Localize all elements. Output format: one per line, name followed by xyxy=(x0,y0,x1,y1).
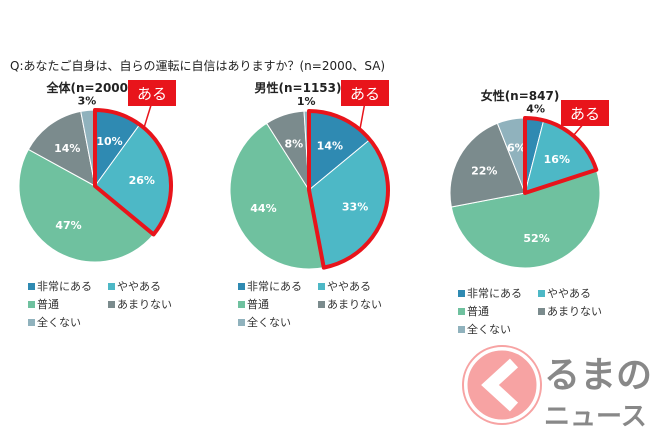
highlight-outline xyxy=(307,109,390,270)
legend-item: 非常にある xyxy=(238,278,318,294)
legend: 非常にある ややある 普通 あまりない 全くない xyxy=(238,278,398,330)
kurumano-news-logo: るまの ニュース xyxy=(462,345,650,433)
data-label: 1% xyxy=(297,95,316,108)
legend-item: あまりない xyxy=(538,303,618,319)
data-label: 14% xyxy=(54,142,80,155)
data-label: 33% xyxy=(342,201,368,214)
callout-label: ある xyxy=(350,85,380,103)
legend-item: あまりない xyxy=(318,296,398,312)
callout-box xyxy=(561,100,609,126)
callout-label: ある xyxy=(570,105,600,123)
highlight-outline xyxy=(93,108,173,237)
data-label: 14% xyxy=(317,140,343,153)
legend-item: 全くない xyxy=(238,314,318,330)
legend-item: 全くない xyxy=(28,314,108,330)
callout-box xyxy=(128,80,176,106)
legend: 非常にある ややある 普通 あまりない 全くない xyxy=(458,285,618,337)
data-label: 10% xyxy=(96,135,122,148)
data-label: 44% xyxy=(250,202,276,215)
legend-item: 非常にある xyxy=(28,278,108,294)
data-label: 3% xyxy=(78,94,97,107)
pie-title: 全体(n=2000) xyxy=(46,80,134,95)
pie-title: 男性(n=1153) xyxy=(255,80,342,95)
pie-slice-0-2 xyxy=(18,148,155,263)
pie-title: 女性(n=847) xyxy=(481,88,560,103)
svg-text:ニュース: ニュース xyxy=(544,402,647,432)
question-title: Q:あなたご自身は、自らの運転に自信はありますか？(n=2000、SA) xyxy=(10,59,386,73)
data-label: 26% xyxy=(129,174,155,187)
data-label: 6% xyxy=(507,141,526,154)
callout-box xyxy=(341,80,389,106)
data-label: 47% xyxy=(55,219,81,232)
data-label: 8% xyxy=(285,137,304,150)
data-label: 16% xyxy=(544,153,570,166)
legend-item: ややある xyxy=(108,278,188,294)
legend: 非常にある ややある 普通 あまりない 全くない xyxy=(28,278,188,330)
legend-item: 普通 xyxy=(28,296,108,312)
legend-item: あまりない xyxy=(108,296,188,312)
data-label: 4% xyxy=(526,103,545,116)
legend-item: ややある xyxy=(538,285,618,301)
legend-item: 非常にある xyxy=(458,285,538,301)
legend-item: 普通 xyxy=(238,296,318,312)
pie-slice-0-3 xyxy=(27,110,96,187)
svg-text:るまの: るまの xyxy=(544,355,650,396)
legend-item: 普通 xyxy=(458,303,538,319)
pie-slice-2-2 xyxy=(450,169,601,269)
highlight-outline xyxy=(523,116,599,195)
pie-slice-1-2 xyxy=(229,122,325,270)
callout-label: ある xyxy=(137,85,167,103)
data-label: 52% xyxy=(523,232,549,245)
pie-slice-2-3 xyxy=(449,122,526,208)
legend-item: 全くない xyxy=(458,321,538,337)
data-label: 22% xyxy=(471,165,497,178)
legend-item: ややある xyxy=(318,278,398,294)
